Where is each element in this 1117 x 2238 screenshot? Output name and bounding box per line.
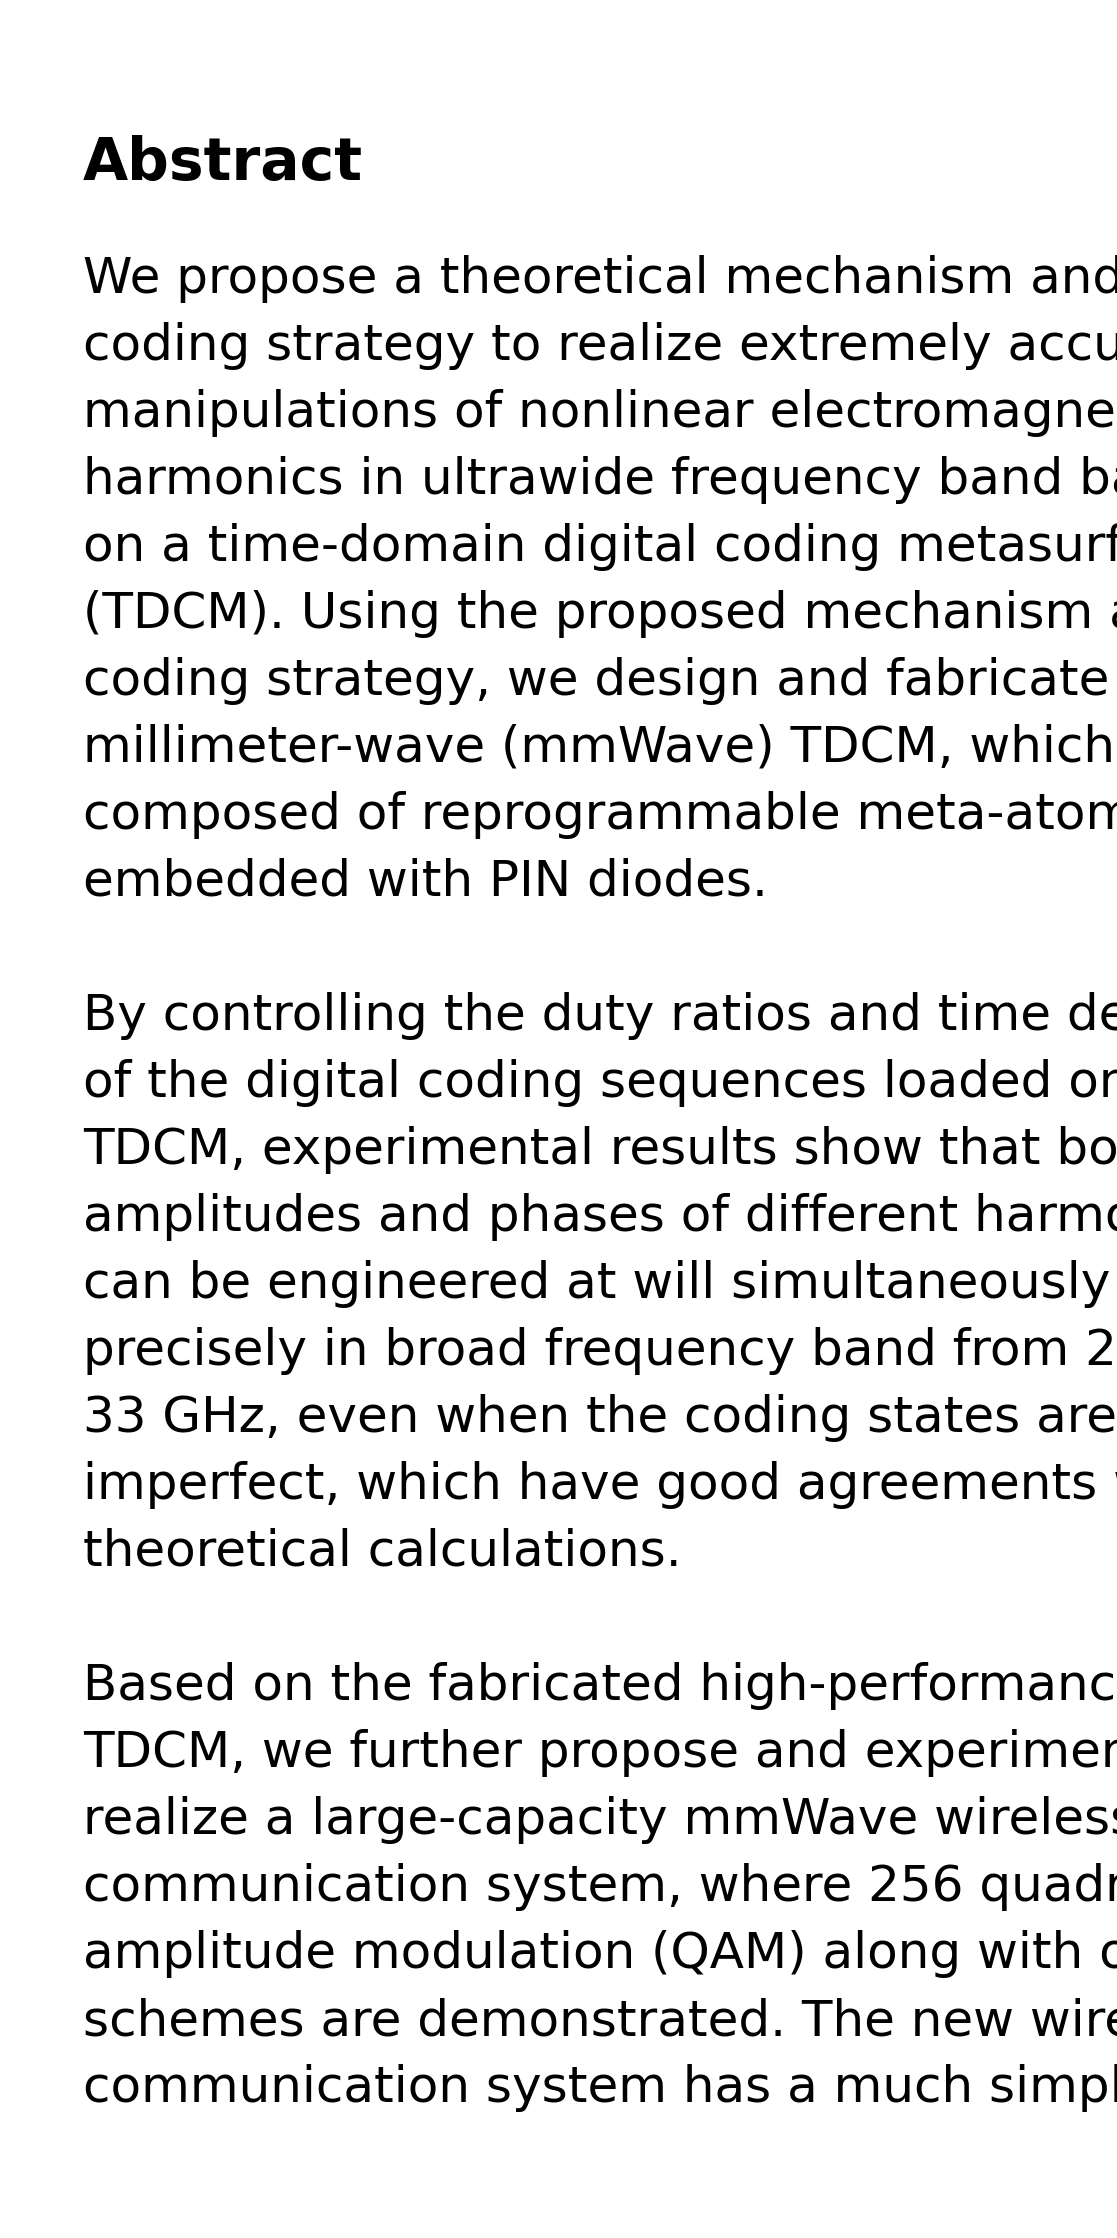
Text: millimeter-wave (mmWave) TDCM, which is: millimeter-wave (mmWave) TDCM, which is: [83, 725, 1117, 772]
Text: harmonics in ultrawide frequency band based: harmonics in ultrawide frequency band ba…: [83, 457, 1117, 504]
Text: schemes are demonstrated. The new wireless: schemes are demonstrated. The new wirele…: [83, 1996, 1117, 2046]
Text: Abstract: Abstract: [83, 134, 363, 192]
Text: 33 GHz, even when the coding states are: 33 GHz, even when the coding states are: [83, 1394, 1117, 1441]
Text: TDCM, experimental results show that both: TDCM, experimental results show that bot…: [83, 1126, 1117, 1175]
Text: realize a large-capacity mmWave wireless: realize a large-capacity mmWave wireless: [83, 1797, 1117, 1844]
Text: communication system has a much simpler: communication system has a much simpler: [83, 2063, 1117, 2113]
Text: manipulations of nonlinear electromagnetic: manipulations of nonlinear electromagnet…: [83, 389, 1117, 436]
Text: TDCM, we further propose and experimentally: TDCM, we further propose and experimenta…: [83, 1730, 1117, 1777]
Text: amplitude modulation (QAM) along with other: amplitude modulation (QAM) along with ot…: [83, 1929, 1117, 1978]
Text: theoretical calculations.: theoretical calculations.: [83, 1529, 681, 1576]
Text: Based on the fabricated high-performance: Based on the fabricated high-performance: [83, 1663, 1117, 1710]
Text: can be engineered at will simultaneously and: can be engineered at will simultaneously…: [83, 1260, 1117, 1307]
Text: amplitudes and phases of different harmonics: amplitudes and phases of different harmo…: [83, 1193, 1117, 1242]
Text: embedded with PIN diodes.: embedded with PIN diodes.: [83, 857, 767, 906]
Text: of the digital coding sequences loaded on: of the digital coding sequences loaded o…: [83, 1059, 1117, 1108]
Text: (TDCM). Using the proposed mechanism and: (TDCM). Using the proposed mechanism and: [83, 591, 1117, 638]
Text: We propose a theoretical mechanism and new: We propose a theoretical mechanism and n…: [83, 255, 1117, 302]
Text: on a time-domain digital coding metasurface: on a time-domain digital coding metasurf…: [83, 524, 1117, 571]
Text: coding strategy, we design and fabricate a: coding strategy, we design and fabricate…: [83, 658, 1117, 705]
Text: communication system, where 256 quadrature: communication system, where 256 quadratu…: [83, 1862, 1117, 1911]
Text: composed of reprogrammable meta-atoms: composed of reprogrammable meta-atoms: [83, 790, 1117, 839]
Text: precisely in broad frequency band from 22 to: precisely in broad frequency band from 2…: [83, 1327, 1117, 1374]
Text: By controlling the duty ratios and time delays: By controlling the duty ratios and time …: [83, 991, 1117, 1041]
Text: coding strategy to realize extremely accurate: coding strategy to realize extremely acc…: [83, 322, 1117, 369]
Text: imperfect, which have good agreements with: imperfect, which have good agreements wi…: [83, 1461, 1117, 1508]
